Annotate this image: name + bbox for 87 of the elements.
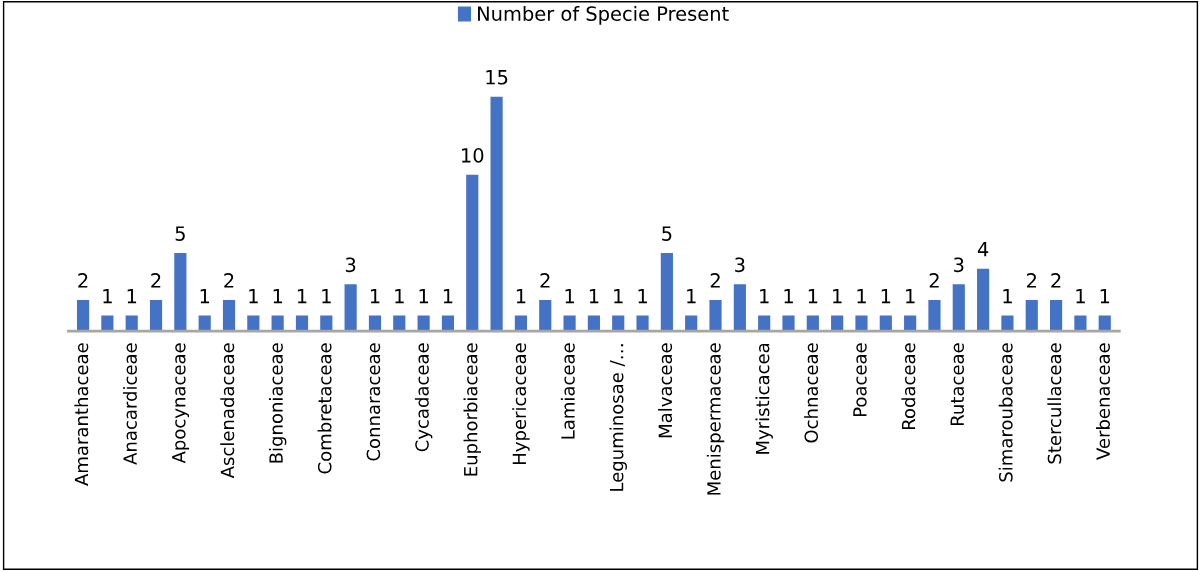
bar (539, 299, 552, 332)
bar (733, 284, 746, 332)
data-label: 3 (345, 257, 356, 273)
data-label: 5 (662, 226, 672, 241)
data-label: 1 (322, 288, 331, 304)
data-label: 2 (151, 273, 161, 288)
data-label: 4 (977, 242, 989, 257)
x-tick-label: Poaceae (853, 343, 867, 417)
bar (855, 315, 868, 332)
data-label: 2 (78, 273, 88, 288)
data-label: 3 (954, 257, 964, 273)
data-label: 1 (687, 288, 696, 304)
x-tick-label: Menispermaceae (706, 343, 725, 495)
x-tick-label: Bignoniaceae (268, 343, 287, 463)
data-label: 1 (103, 288, 112, 304)
data-label: 1 (419, 288, 428, 304)
bar (709, 299, 722, 332)
data-label: 5 (175, 226, 185, 241)
data-label: 1 (614, 288, 623, 304)
x-tick-label: Amaranthaceae (74, 343, 89, 486)
x-tick-label: Apocynaceae (172, 343, 190, 464)
bar (149, 299, 163, 332)
bar (76, 299, 90, 332)
data-label: 1 (297, 288, 307, 304)
data-label: 1 (638, 288, 647, 304)
data-label: 1 (1076, 288, 1085, 304)
data-label: 1 (200, 288, 210, 304)
data-label: 1 (906, 288, 915, 304)
data-label: 1 (273, 288, 283, 304)
bar (466, 174, 479, 332)
data-label: 1 (127, 288, 137, 304)
bar (928, 299, 941, 332)
x-tick-label: Simaroubaceae (998, 343, 1013, 482)
x-tick-label: Malvaceae (658, 343, 673, 438)
data-label: 1 (760, 288, 769, 304)
bar (977, 268, 990, 332)
bar (1025, 299, 1038, 332)
x-tick-label: Leguminosae /… (609, 344, 627, 491)
data-label: 1 (808, 288, 818, 304)
x-tick-label: Rodaceae (901, 343, 916, 430)
data-label: 1 (589, 288, 599, 304)
bar (782, 315, 795, 332)
x-tick-label: Verbenaceae (1096, 343, 1110, 460)
x-tick-label: Anacardiceae (122, 343, 137, 465)
legend-label: Number of Specie Present (478, 5, 729, 25)
x-tick-label: Combretaceae (317, 343, 332, 474)
data-label: 2 (1027, 273, 1036, 288)
data-label: 15 (486, 70, 508, 85)
data-label: 3 (735, 257, 745, 273)
x-tick-label: Connaraceae (366, 343, 381, 461)
x-tick-label: Lamiaceae (560, 343, 575, 439)
bar (174, 253, 187, 332)
x-tick-label: Ochnaceae (804, 343, 819, 443)
data-label: 1 (1003, 288, 1012, 304)
data-label: 2 (540, 273, 550, 288)
x-tick-label: Cycadaceae (414, 343, 433, 452)
data-label: 1 (370, 288, 380, 304)
data-label: 2 (710, 273, 720, 288)
x-tick-label: Rutaceae (950, 343, 965, 426)
bar (344, 284, 357, 332)
data-label: 1 (881, 288, 891, 304)
data-label: 2 (224, 273, 234, 288)
x-tick-label: Stercullaceae (1047, 343, 1062, 464)
x-tick-label: Myristicacea (755, 343, 773, 454)
data-label: 2 (1051, 273, 1061, 288)
data-label: 1 (833, 288, 842, 304)
bar (636, 315, 649, 332)
data-label: 1 (395, 288, 404, 304)
data-label: 1 (565, 288, 574, 304)
bar (660, 253, 673, 332)
bar (1050, 299, 1063, 332)
bar (490, 96, 503, 332)
data-label: 1 (249, 288, 258, 304)
x-tick-label: Euphorbiaceae (463, 343, 481, 476)
bar (1001, 315, 1014, 332)
data-label: 1 (516, 288, 526, 304)
bar (222, 299, 236, 332)
data-label: 1 (857, 288, 866, 304)
x-tick-label: Asclenadaceae (220, 343, 235, 479)
data-label: 1 (443, 288, 453, 304)
bar (563, 315, 576, 332)
bar (952, 284, 965, 332)
x-tick-label: Hypericaceae (512, 343, 530, 464)
data-label: 10 (462, 148, 484, 163)
data-label: 1 (1100, 288, 1110, 304)
data-label: 2 (929, 273, 939, 288)
data-label: 1 (784, 288, 793, 304)
